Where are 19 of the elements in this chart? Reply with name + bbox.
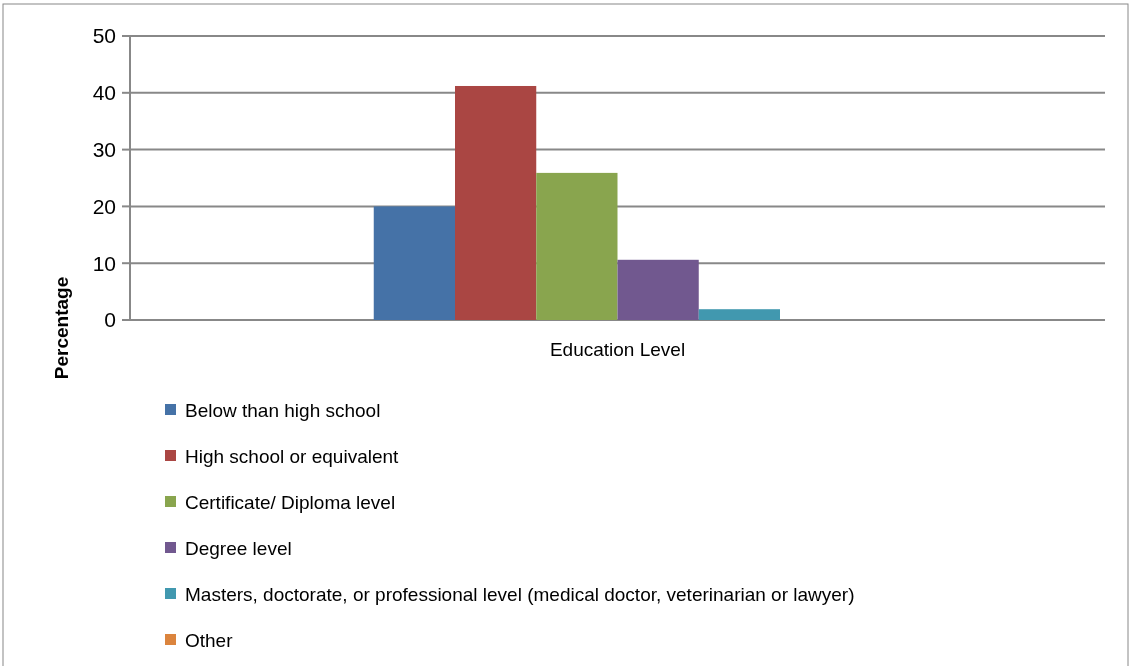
bar [536, 172, 618, 320]
y-tick-label: 50 [92, 24, 116, 48]
legend-label: Certificate/ Diploma level [185, 491, 396, 513]
y-tick-label: 20 [92, 194, 116, 218]
legend-label: Below than high school [185, 399, 381, 421]
legend-label: High school or equivalent [185, 445, 400, 467]
y-axis-title: Percentage [51, 276, 72, 380]
y-tick-label: 40 [92, 81, 116, 105]
legend-label: Other [185, 629, 234, 651]
x-tick-label: Education Level [549, 339, 686, 360]
y-tick-label: 10 [92, 251, 116, 275]
bar [617, 259, 699, 320]
bar [373, 206, 455, 320]
y-tick-label: 30 [92, 137, 116, 161]
bar [698, 309, 780, 320]
y-tick-label: 0 [104, 308, 116, 332]
bar [455, 85, 537, 320]
legend-label: Masters, doctorate, or professional level (medical doctor, veterinarian or lawyer) [185, 583, 855, 605]
legend-label: Degree level [185, 537, 292, 559]
